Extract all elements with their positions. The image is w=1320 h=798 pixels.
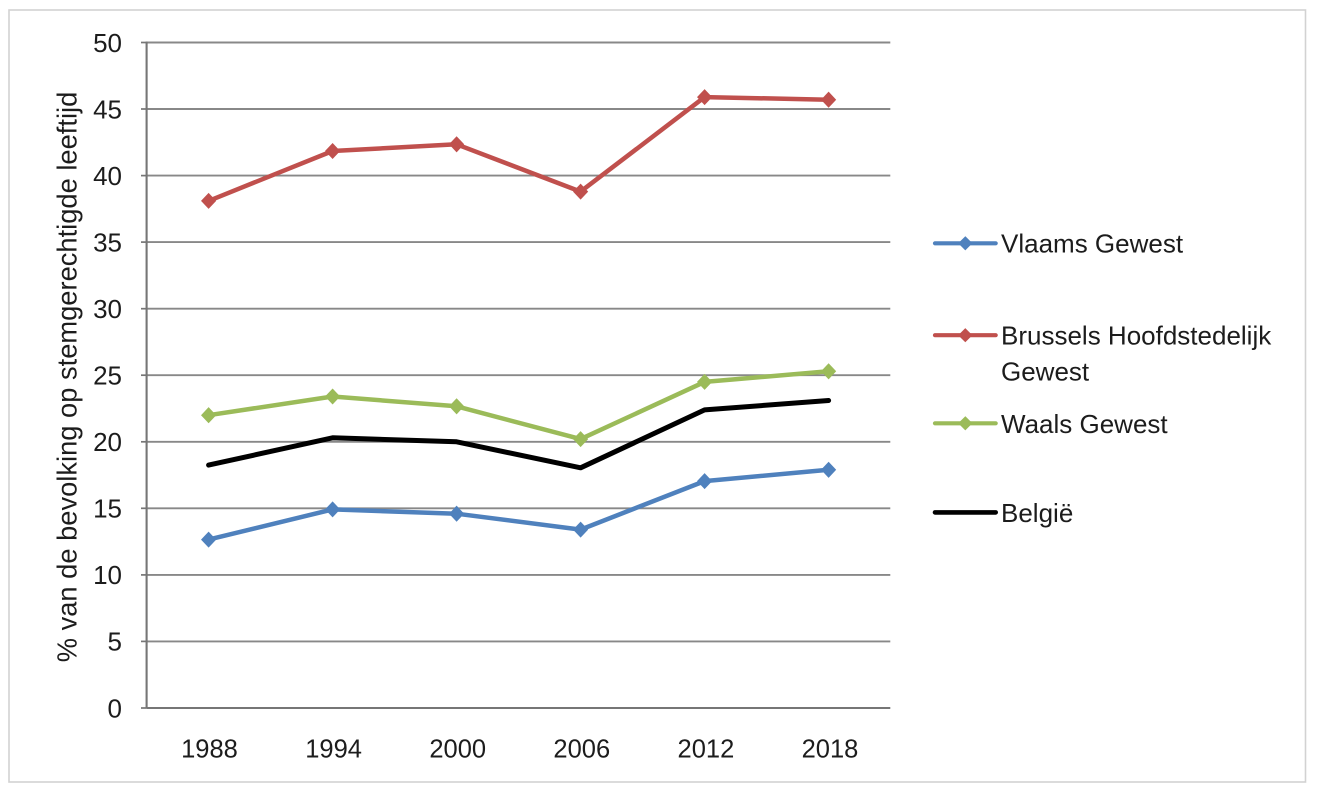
svg-text:1988: 1988 — [181, 736, 238, 764]
svg-text:België: België — [1001, 498, 1073, 528]
svg-text:2018: 2018 — [802, 736, 859, 764]
svg-text:Gewest: Gewest — [1001, 357, 1090, 387]
svg-text:2006: 2006 — [553, 736, 610, 764]
svg-text:50: 50 — [93, 28, 122, 58]
svg-text:10: 10 — [93, 560, 122, 590]
svg-text:40: 40 — [93, 161, 122, 191]
svg-text:2012: 2012 — [678, 736, 735, 764]
svg-text:% van de bevolking op stemgere: % van de bevolking op stemgerechtigde le… — [52, 92, 83, 663]
svg-text:1994: 1994 — [305, 736, 362, 764]
svg-text:Brussels Hoofdstedelijk: Brussels Hoofdstedelijk — [1001, 321, 1272, 351]
svg-text:20: 20 — [93, 427, 122, 457]
svg-text:2000: 2000 — [429, 736, 486, 764]
svg-text:30: 30 — [93, 294, 122, 324]
svg-text:25: 25 — [93, 361, 122, 391]
svg-text:5: 5 — [108, 627, 122, 657]
svg-text:0: 0 — [108, 693, 122, 723]
svg-text:Waals Gewest: Waals Gewest — [1001, 409, 1168, 439]
svg-text:45: 45 — [93, 94, 122, 124]
svg-text:15: 15 — [93, 494, 122, 524]
svg-text:35: 35 — [93, 227, 122, 257]
svg-text:Vlaams Gewest: Vlaams Gewest — [1001, 229, 1184, 259]
